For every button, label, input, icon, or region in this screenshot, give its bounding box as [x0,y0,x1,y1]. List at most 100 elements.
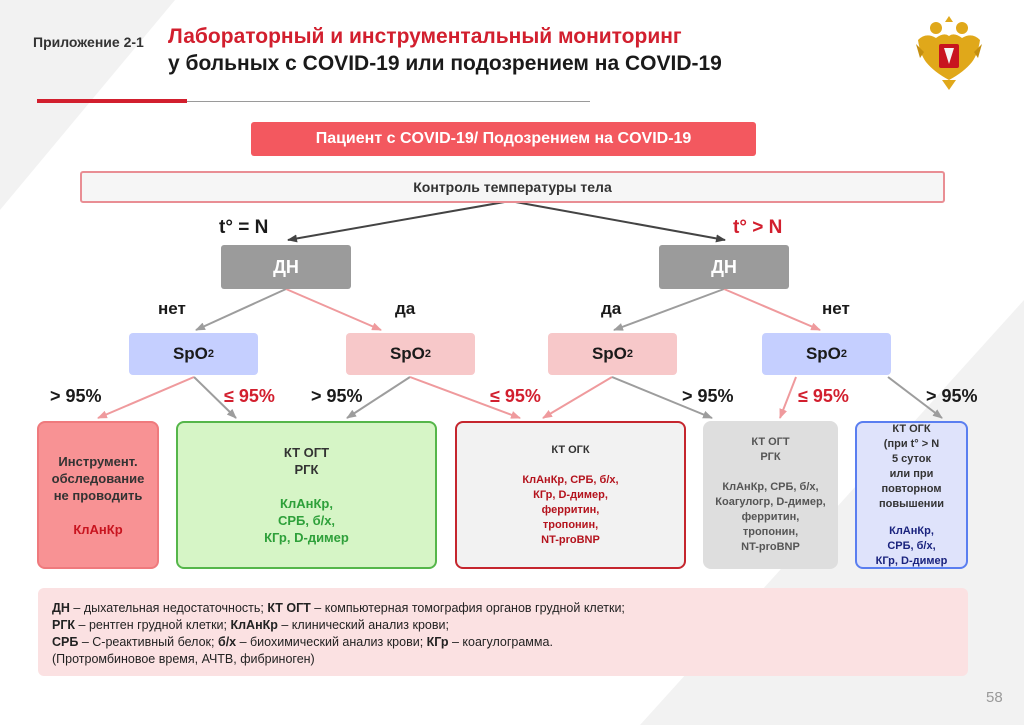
temperature-control-box: Контроль температуры тела [80,171,945,203]
result4-line2: РГК [760,451,781,463]
result5-labs2: СРБ, б/х, [887,539,936,552]
legend-term: КТ ОГТ [267,601,311,615]
arrow-spo2-1-above [97,376,195,419]
legend-definition: – коагулограмма. [448,635,553,649]
result4-labs2: Коагулогр, D-димер, [715,496,826,508]
legend-definition: – дыхательная недостаточность; [69,601,268,615]
result2-labs3: КГр, D-димер [264,530,349,545]
legend-definition: – С-реактивный белок; [78,635,218,649]
result5-labs3: КГр, D-димер [875,554,948,567]
arrow-dn-left-no [195,288,287,331]
spo2-subscript: 2 [626,348,634,360]
dn-box-left: ДН [221,245,351,289]
arrow-temp-to-normal [287,200,511,243]
result2-line1: КТ ОГТ [283,445,330,460]
legend-term: СРБ [52,635,79,649]
threshold-above-4: > 95% [926,386,978,406]
legend-line-1: ДН – дыхательная недостаточность; КТ ОГТ… [52,600,954,617]
arrow-spo2-4-above [887,376,943,419]
result-box-ct-xray-basic: КТ ОГТ РГК КлАнКр, СРБ, б/х, КГр, D-диме… [176,421,437,569]
arrow-dn-right-yes [613,288,725,331]
result3-labs2: КГр, D-димер, [533,488,608,501]
abbreviations-legend: ДН – дыхательная недостаточность; КТ ОГТ… [38,588,968,676]
double-headed-eagle-emblem-icon [916,16,982,90]
answer-no-left: нет [158,299,186,318]
spo2-box-4: SpO 2 [762,333,891,375]
title-underline [187,101,590,102]
result1-line3: не проводить [53,487,143,503]
spo2-box-3: SpO 2 [548,333,677,375]
result5-line2: (при t° > N [883,437,940,450]
result-box-ct-xray-extended: КТ ОГТ РГК КлАнКр, СРБ, б/х, Коагулогр, … [703,421,838,569]
result2-labs1: КлАнКр, [280,496,333,511]
spo2-box-1: SpO 2 [129,333,258,375]
threshold-above-1: > 95% [50,386,102,406]
result5-line6: повышении [879,497,944,510]
page-title-line2: у больных с COVID-19 или подозрением на … [168,52,722,75]
result-box-ct-extended: КТ ОГК КлАнКр, СРБ, б/х, КГр, D-димер, ф… [455,421,686,569]
result4-labs1: КлАнКр, СРБ, б/х, [722,481,819,493]
arrow-temp-to-high [509,200,726,243]
arrow-spo2-1-below [193,376,237,419]
answer-yes-left: да [395,299,416,318]
threshold-below-2: ≤ 95% [490,386,541,406]
arrow-spo2-2-below [409,376,521,419]
legend-line-3: СРБ – С-реактивный белок; б/х – биохимич… [52,634,954,651]
result5-labs1: КлАнКр, [889,524,934,537]
legend-term: РГК [52,618,76,632]
spo2-label: SpO [389,344,425,363]
result1-line1: Инструмент. [58,453,138,469]
arrow-spo2-4-below [779,376,797,419]
result4-labs4: тропонин, [742,526,799,538]
result5-line5: повторном [881,482,942,495]
spo2-label: SpO [172,344,208,363]
spo2-label: SpO [805,344,841,363]
arrow-dn-left-yes [285,288,382,331]
result1-line2: обследование [51,470,145,486]
result1-labs: КлАнКр [73,521,123,537]
threshold-above-2: > 95% [311,386,363,406]
condition-high-label: t° > N [733,217,783,238]
result4-labs3: ферритин, [741,511,800,523]
threshold-below-3: ≤ 95% [798,386,849,406]
arrow-dn-right-no [723,288,821,331]
result5-line1: КТ ОГК [892,422,931,435]
answer-no-right: нет [822,299,850,318]
result5-line4: или при [889,467,934,480]
legend-definition: – клинический анализ крови; [277,618,449,632]
result3-labs1: КлАнКр, СРБ, б/х, [522,473,619,486]
legend-term: б/х [217,635,237,649]
result4-labs5: NT-proBNP [741,541,800,553]
arrow-spo2-2-above [346,376,411,419]
title-underline-accent [37,99,187,103]
legend-term: ДН [52,601,70,615]
spo2-label: SpO [591,344,627,363]
result3-line1: КТ ОГК [551,443,590,456]
spo2-box-2: SpO 2 [346,333,475,375]
result4-line1: КТ ОГТ [751,436,790,448]
appendix-label: Приложение 2-1 [33,34,144,50]
dn-box-right: ДН [659,245,789,289]
legend-line-4: (Протромбиновое время, АЧТВ, фибриноген) [52,652,315,666]
spo2-subscript: 2 [840,348,848,360]
legend-line-2: РГК – рентген грудной клетки; КлАнКр – к… [52,617,954,634]
legend-term: КлАнКр [230,618,278,632]
spo2-subscript: 2 [207,348,215,360]
page-title-line1: Лабораторный и инструментальный монитори… [168,25,682,48]
threshold-above-3: > 95% [682,386,734,406]
result3-labs3: ферритин, [541,503,600,516]
result-box-ct-conditional: КТ ОГК (при t° > N 5 суток или при повто… [855,421,968,569]
legend-definition: – биохимический анализ крови; [236,635,427,649]
result2-labs2: СРБ, б/х, [277,513,336,528]
condition-normal-label: t° = N [219,217,269,238]
result3-labs4: тропонин, [542,518,599,531]
legend-definition: – компьютерная томография органов грудно… [310,601,625,615]
result5-line3: 5 суток [891,452,931,465]
result-box-no-exam: Инструмент. обследование не проводить Кл… [37,421,159,569]
legend-definition: – рентген грудной клетки; [75,618,231,632]
spo2-subscript: 2 [424,348,432,360]
legend-term: КГр [426,635,449,649]
result3-labs5: NT-proBNP [541,533,600,546]
arrow-spo2-3-above [611,376,713,419]
